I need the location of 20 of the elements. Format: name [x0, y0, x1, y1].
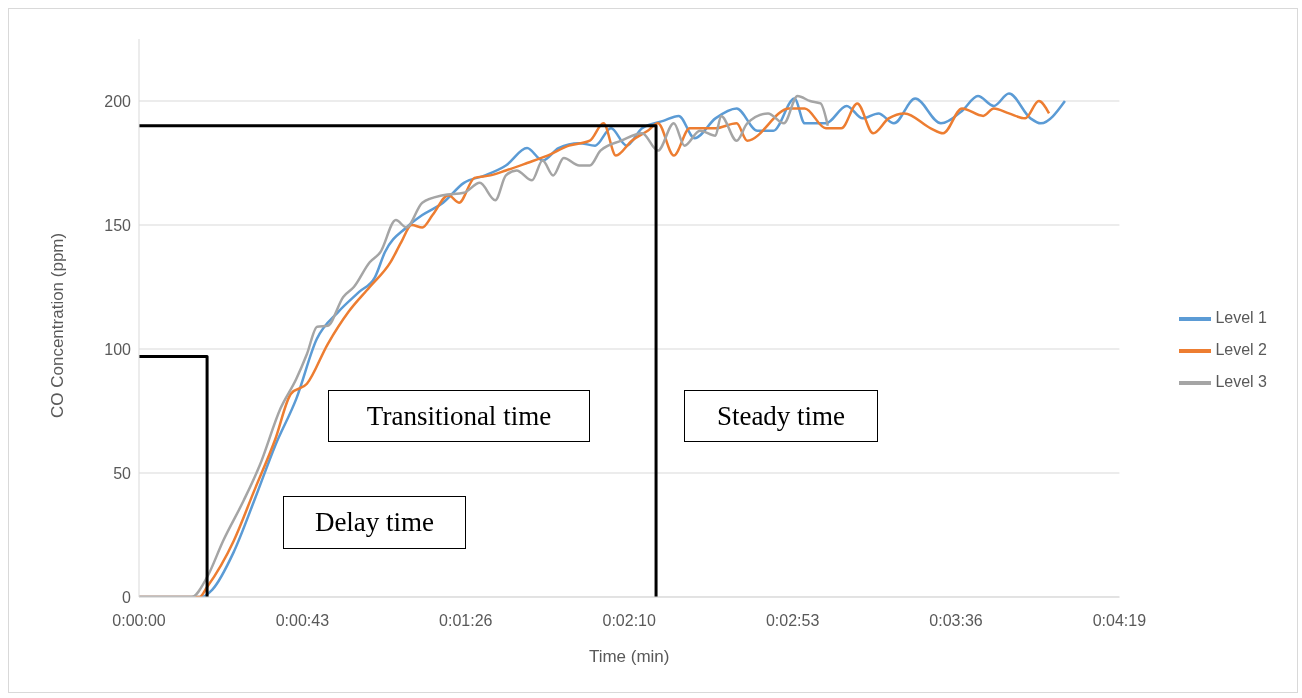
annotation: Delay time [283, 496, 466, 549]
y-tick-label: 200 [104, 92, 132, 110]
x-tick-label: 0:04:19 [1092, 612, 1147, 630]
y-axis-title: CO Concentration (ppm) [48, 232, 68, 418]
legend-label: Level 2 [1215, 340, 1267, 358]
x-tick-label: 0:00:00 [112, 612, 166, 630]
y-tick-label: 150 [104, 216, 132, 234]
y-tick-label: 50 [113, 464, 132, 482]
x-tick-label: 0:01:26 [439, 612, 493, 630]
legend-label: Level 1 [1215, 308, 1267, 326]
annotation: Transitional time [328, 390, 590, 442]
y-tick-label: 0 [122, 588, 132, 606]
x-tick-label: 0:02:10 [602, 612, 656, 630]
legend-label: Level 3 [1215, 372, 1267, 390]
annotation: Steady time [684, 390, 878, 442]
y-tick-label: 100 [104, 340, 132, 358]
x-tick-label: 0:00:43 [275, 612, 330, 630]
x-tick-label: 0:03:36 [929, 612, 983, 630]
x-tick-label: 0:02:53 [765, 612, 820, 630]
x-axis-title: Time (min) [588, 647, 670, 666]
